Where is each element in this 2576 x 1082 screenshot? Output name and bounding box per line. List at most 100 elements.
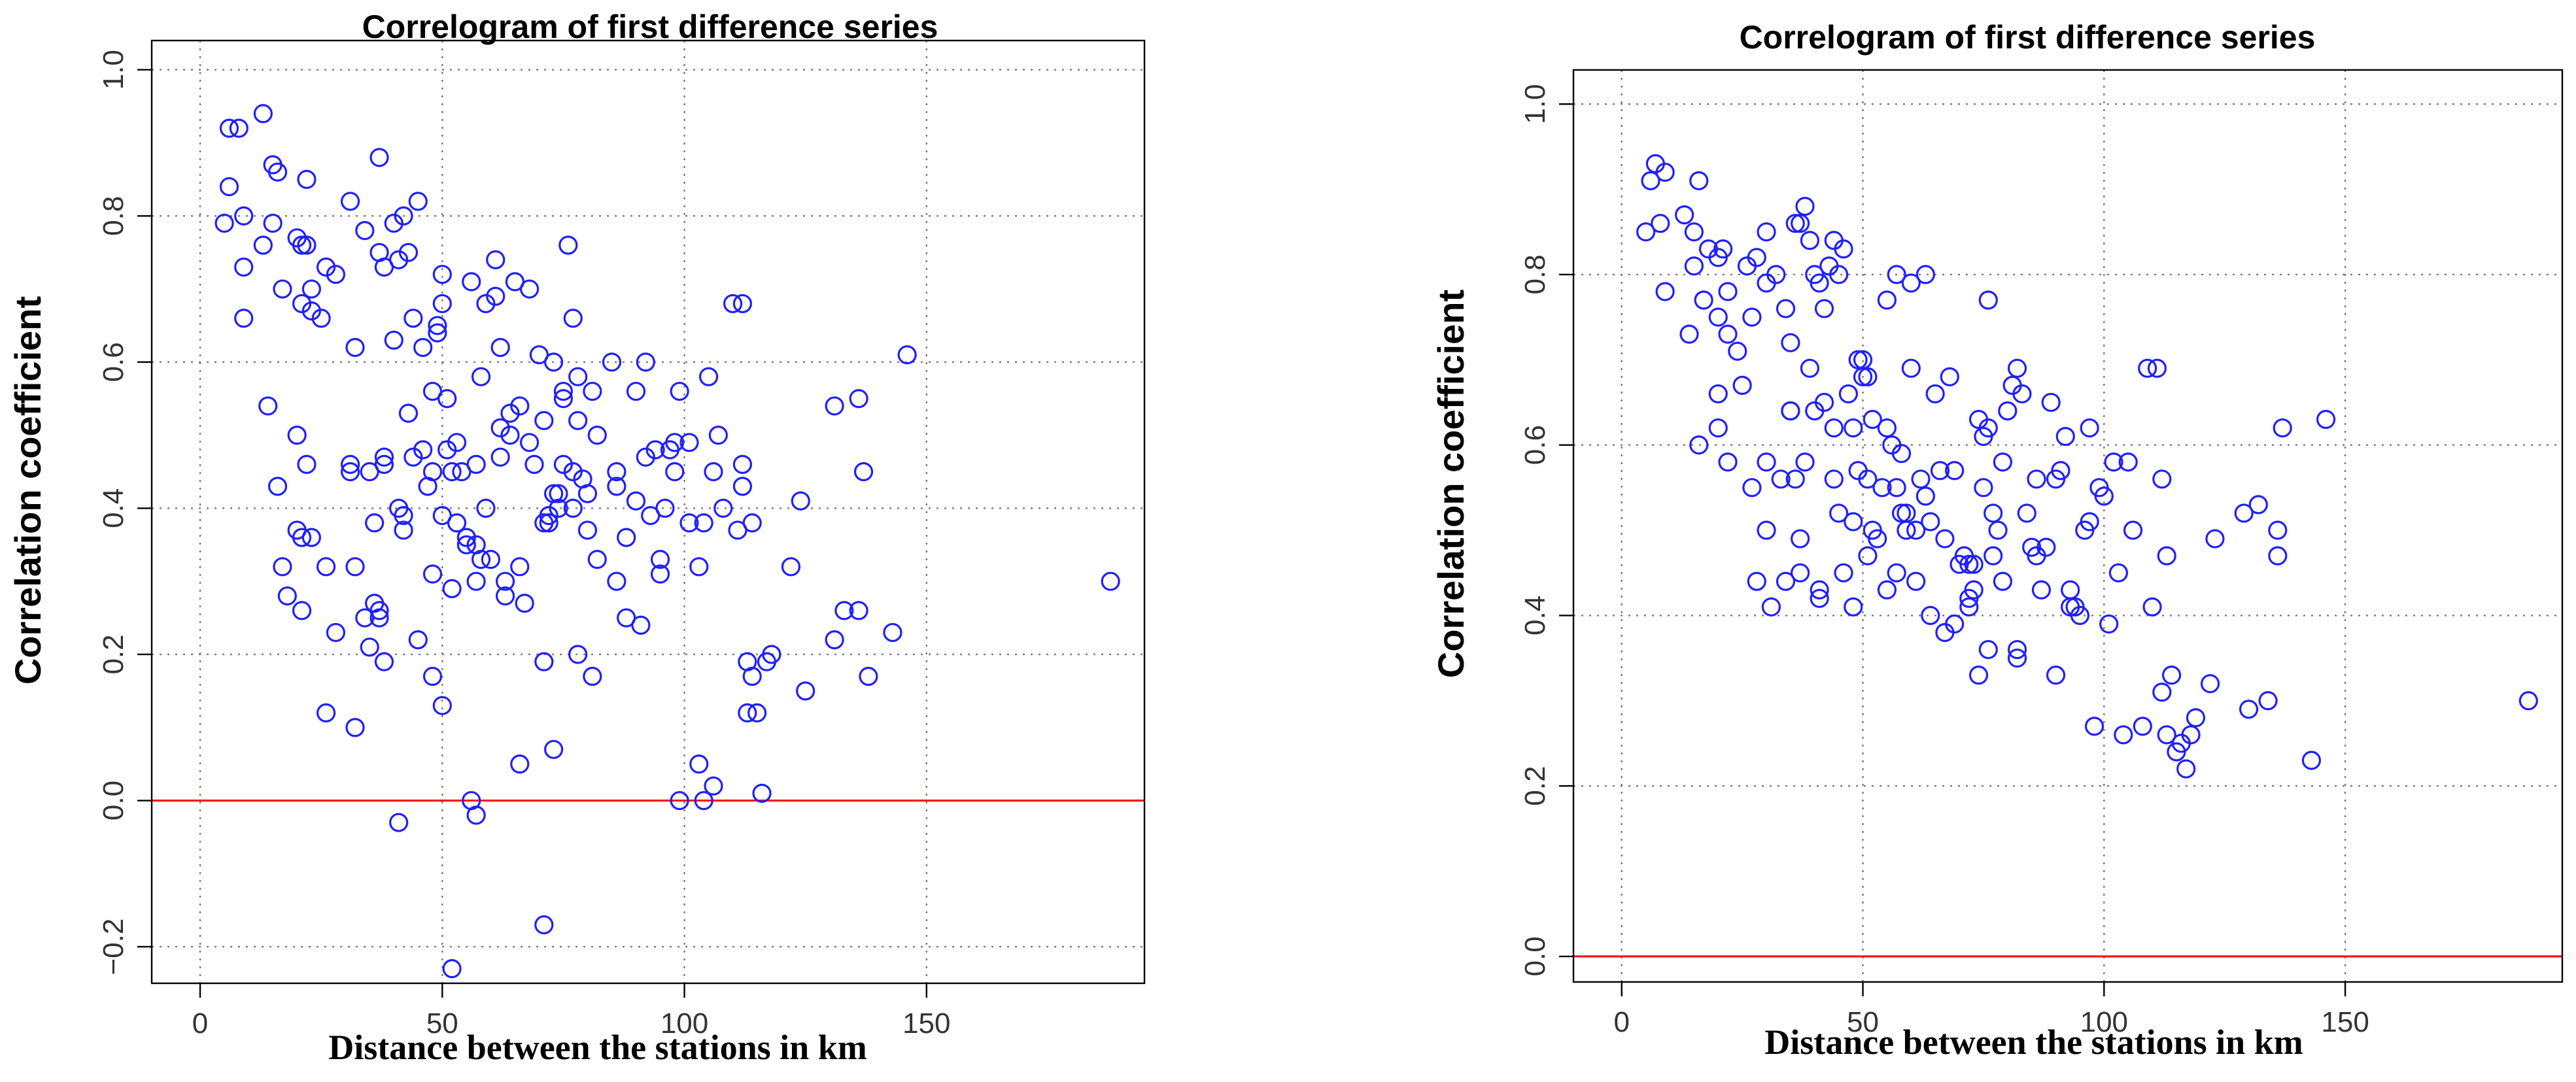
data-point	[859, 666, 878, 686]
y-tick-label: 0.2	[1519, 766, 1551, 806]
data-point	[732, 477, 752, 496]
data-point	[1915, 265, 1936, 284]
data-point	[1791, 529, 1810, 549]
y-tick-label: 1.0	[97, 50, 129, 90]
data-point	[292, 601, 312, 620]
data-point	[1993, 452, 2013, 472]
data-point	[500, 403, 520, 423]
data-point	[2268, 546, 2288, 566]
data-point	[1911, 469, 1931, 489]
data-point	[553, 389, 574, 409]
data-point	[897, 345, 917, 365]
data-point	[1795, 452, 1815, 472]
data-point	[738, 703, 757, 723]
data-point	[2123, 520, 2143, 540]
y-axis-label-right: Correlation coefficient	[1430, 290, 1471, 678]
data-point	[1708, 384, 1728, 404]
data-point	[519, 433, 540, 452]
data-point	[413, 337, 433, 358]
data-point	[2138, 358, 2157, 378]
x-tick-label: 100	[661, 1007, 708, 1040]
y-tick-label: 0.8	[1519, 254, 1551, 294]
data-point	[549, 498, 568, 518]
data-point	[1785, 469, 1805, 489]
data-point	[1844, 512, 1863, 532]
data-point	[1959, 554, 1979, 574]
data-point	[577, 484, 598, 503]
data-point	[263, 213, 283, 233]
data-point	[442, 579, 462, 598]
x-tick-label: 0	[1614, 1006, 1630, 1038]
data-point	[2147, 358, 2167, 378]
data-point	[471, 367, 491, 386]
data-point	[2239, 700, 2259, 719]
data-point	[476, 294, 496, 314]
data-point	[781, 557, 801, 577]
plot-frame-right	[1572, 69, 2564, 983]
data-point	[1988, 520, 2008, 540]
data-point	[689, 557, 709, 577]
data-point	[563, 309, 583, 328]
x-axis-label-left: Distance between the stations in km	[328, 1028, 867, 1067]
data-point	[1838, 384, 1859, 404]
data-point	[752, 783, 772, 803]
plot-frame-left	[150, 39, 1146, 985]
data-point	[219, 177, 239, 197]
data-point	[670, 790, 689, 811]
data-point	[369, 608, 389, 628]
y-tick-label: 0.0	[1519, 936, 1551, 976]
data-point	[1964, 554, 1984, 574]
data-point	[1968, 666, 1989, 685]
data-point	[1810, 580, 1829, 600]
data-point	[732, 454, 752, 474]
data-point	[534, 915, 554, 935]
data-point	[1655, 282, 1675, 301]
data-point	[1776, 571, 1796, 591]
data-point	[2080, 512, 2099, 532]
y-tick-label: 0.6	[97, 342, 129, 382]
data-point	[422, 564, 443, 584]
correlogram-panel-left: Correlogram of first difference series 0…	[7, 8, 1146, 1067]
gridlines-right	[1573, 70, 2562, 982]
data-point	[258, 396, 278, 416]
data-point	[301, 528, 321, 547]
data-point	[1708, 307, 1728, 327]
data-point	[2176, 759, 2196, 779]
data-point	[267, 477, 288, 496]
x-tick-label: 50	[426, 1007, 458, 1040]
data-point	[456, 535, 476, 554]
data-point	[1757, 520, 1776, 540]
data-point	[1791, 563, 1810, 583]
data-point	[515, 594, 534, 613]
data-point	[384, 213, 404, 233]
data-point	[292, 235, 312, 255]
data-point	[316, 557, 336, 577]
data-point	[311, 309, 331, 328]
data-point	[408, 192, 428, 211]
data-point	[2161, 666, 2182, 685]
data-point	[438, 440, 457, 460]
data-point	[2031, 580, 2052, 600]
y-tick-label: 0.6	[1519, 425, 1551, 465]
y-axis-left: −0.2 0.0 0.2 0.4 0.6 0.8 1.0	[97, 50, 152, 975]
data-point	[534, 652, 554, 671]
data-point	[1930, 461, 1950, 481]
data-point	[1863, 409, 1882, 430]
data-point	[1829, 503, 1849, 523]
data-point	[215, 213, 234, 233]
data-point	[1921, 512, 1940, 532]
data-point	[2268, 520, 2288, 540]
data-point	[602, 352, 622, 372]
data-point	[607, 462, 627, 482]
data-point	[365, 513, 385, 533]
data-point	[849, 389, 868, 409]
data-point	[1689, 435, 1709, 455]
data-point	[500, 426, 520, 445]
data-point	[394, 206, 413, 226]
data-point	[1901, 358, 1921, 378]
data-point	[2200, 674, 2220, 694]
data-point	[1984, 546, 2003, 566]
data-point	[1684, 222, 1704, 242]
data-point	[277, 586, 297, 606]
